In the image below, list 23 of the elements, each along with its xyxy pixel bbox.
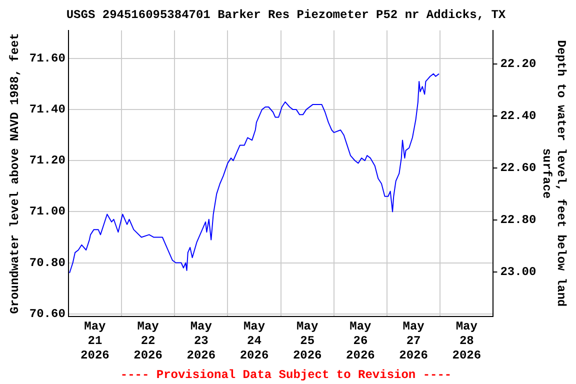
x-tick-label: May 23 2026 xyxy=(186,320,216,362)
x-tick-label: May 24 2026 xyxy=(240,320,269,362)
y-axis-title: Groundwater level above NAVD 1988, feet xyxy=(8,32,22,314)
x-tick-label: May 26 2026 xyxy=(346,320,375,362)
text: ---- Provisional Data Subject to Revision ---- xyxy=(120,368,452,382)
y-tick-label: 71.20 xyxy=(29,154,66,168)
y2-tick-label: 22.60 xyxy=(500,161,536,176)
y-tick-label: 71.00 xyxy=(29,204,66,219)
x-tick-label: May 27 2026 xyxy=(399,320,428,362)
y2-tick-label: 22.20 xyxy=(500,57,536,72)
y2-tick-label: 22.40 xyxy=(500,109,536,124)
x-tick-label: May 21 2026 xyxy=(80,320,110,362)
y-tick-label: 71.60 xyxy=(29,52,66,66)
y2-tick-label: 23.00 xyxy=(500,265,536,280)
y-tick-label: 71.40 xyxy=(29,102,66,117)
x-tick-label: May 22 2026 xyxy=(134,320,162,362)
chart-title: USGS 294516095384701 Barker Res Piezometer P52 nr Addicks, TX xyxy=(66,8,506,22)
y-tick-label: 70.60 xyxy=(29,306,66,321)
y2-axis-title: Depth to water level, feet below land surface xyxy=(539,40,568,307)
x-tick-label: May 25 2026 xyxy=(292,320,322,362)
y-tick-label: 70.80 xyxy=(29,256,66,270)
y2-tick-label: 22.80 xyxy=(500,213,536,228)
x-tick-label: May 28 2026 xyxy=(452,320,482,362)
